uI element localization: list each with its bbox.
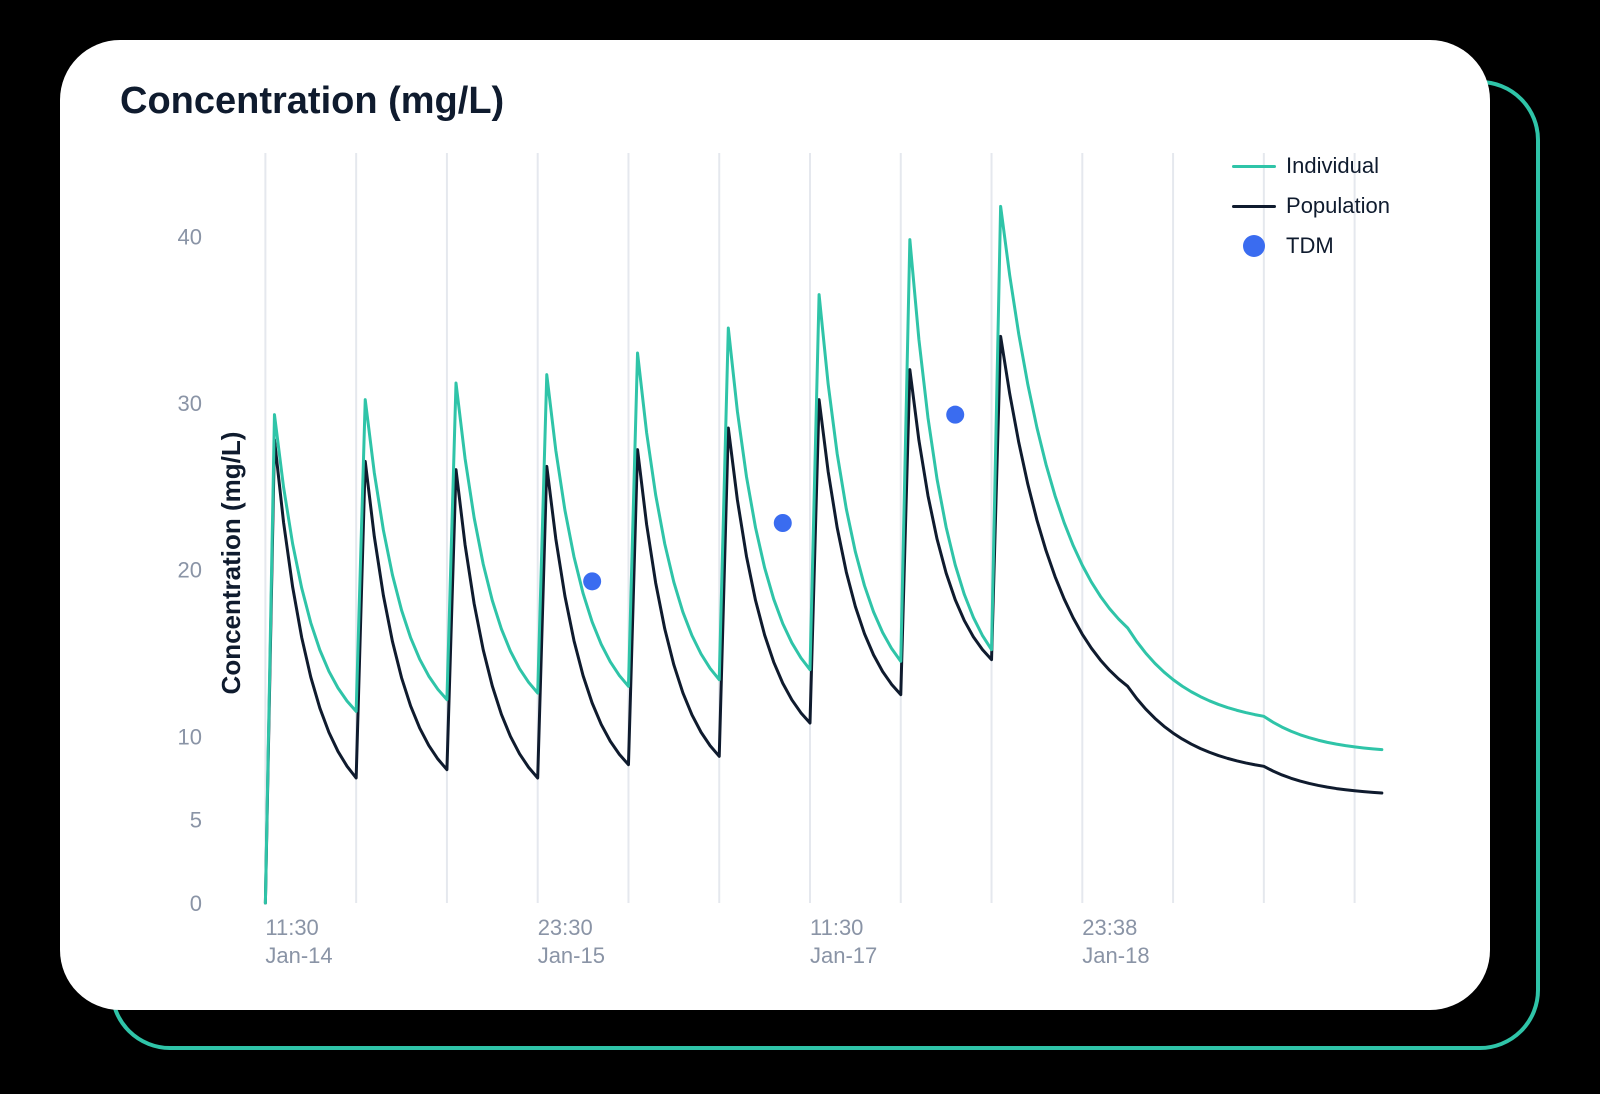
legend-label: Individual: [1286, 153, 1379, 179]
legend-item-individual: Individual: [1232, 153, 1390, 179]
legend-swatch-individual: [1232, 165, 1276, 168]
legend-swatch-tdm: [1243, 235, 1265, 257]
tdm-point: [583, 572, 601, 590]
x-tick-time: 23:30: [538, 915, 593, 940]
x-tick-date: Jan-17: [810, 943, 877, 968]
chart-area: Concentration (mg/L) Individual Populati…: [110, 133, 1440, 993]
tdm-point: [774, 514, 792, 532]
y-tick-label: 30: [178, 391, 202, 416]
x-tick-time: 23:38: [1082, 915, 1137, 940]
y-tick-label: 40: [178, 224, 202, 249]
x-tick-date: Jan-15: [538, 943, 605, 968]
legend-swatch-population: [1232, 205, 1276, 208]
series-individual: [265, 206, 1381, 903]
series-population: [265, 336, 1381, 903]
legend: Individual Population TDM: [1232, 153, 1390, 273]
legend-label: TDM: [1286, 233, 1334, 259]
tdm-point: [946, 406, 964, 424]
x-tick-time: 11:30: [810, 915, 863, 940]
y-tick-label: 5: [190, 808, 202, 833]
legend-item-tdm: TDM: [1232, 233, 1390, 259]
y-tick-label: 10: [178, 724, 202, 749]
legend-label: Population: [1286, 193, 1390, 219]
x-tick-date: Jan-18: [1082, 943, 1149, 968]
x-tick-date: Jan-14: [265, 943, 332, 968]
y-tick-label: 0: [190, 891, 202, 916]
y-tick-label: 20: [178, 558, 202, 583]
legend-item-population: Population: [1232, 193, 1390, 219]
chart-title: Concentration (mg/L): [120, 80, 1440, 123]
chart-card: Concentration (mg/L) Concentration (mg/L…: [60, 40, 1490, 1010]
x-tick-time: 11:30: [265, 915, 318, 940]
